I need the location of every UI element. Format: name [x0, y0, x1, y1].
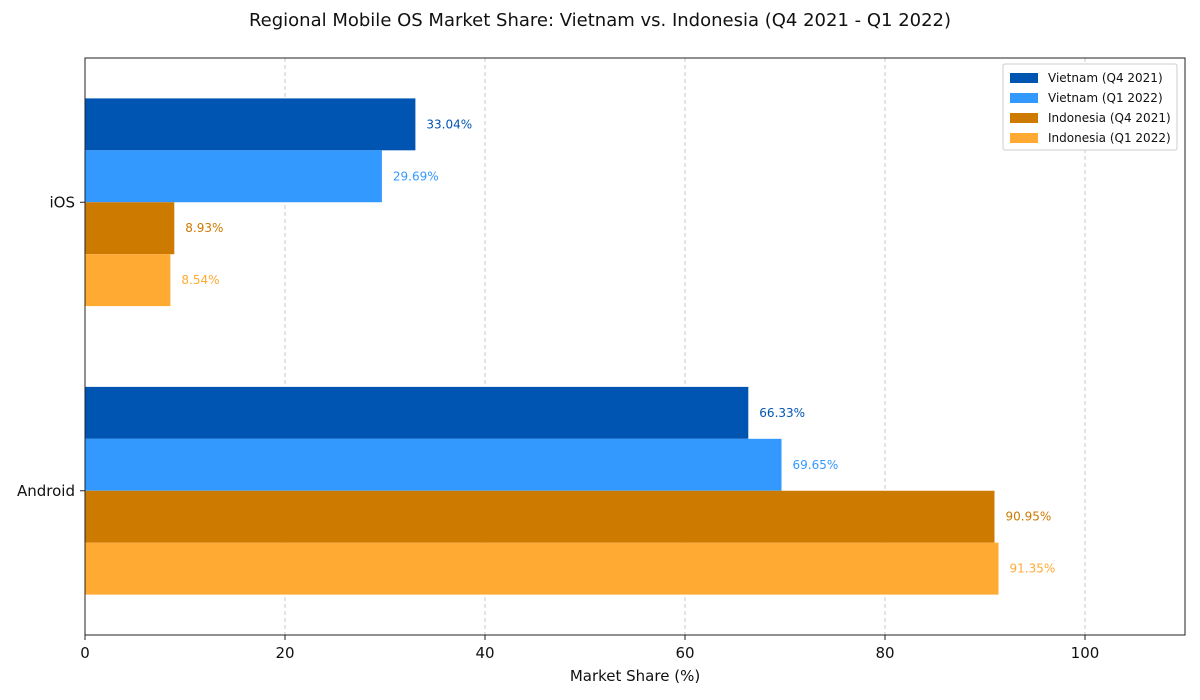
- legend-box: [1002, 63, 1178, 151]
- grid-lines: [284, 58, 1086, 635]
- data-labels: 33.04% 29.69% 8.93% 8.54% 66.33% 69.65% 90.95%…: [181, 117, 1055, 575]
- bar: [85, 150, 382, 203]
- bar: [85, 98, 416, 151]
- bar-value-label: 29.69%: [393, 169, 439, 183]
- legend-label: Indonesia (Q4 2021): [1048, 111, 1171, 125]
- bar: [85, 202, 175, 255]
- x-tick-label: 0: [80, 644, 90, 662]
- x-tick-label: 80: [875, 644, 894, 662]
- bar-value-label: 8.93%: [185, 221, 223, 235]
- legend-label: Indonesia (Q1 2022): [1048, 131, 1171, 145]
- bars: [85, 98, 999, 595]
- x-axis-ticks: 0 20 40 60 80 100: [80, 635, 1099, 662]
- x-tick-label: 60: [675, 644, 694, 662]
- legend-swatch: [1010, 73, 1038, 83]
- bar-value-label: 66.33%: [759, 406, 805, 420]
- x-tick-label: 20: [275, 644, 294, 662]
- x-tick-label: 100: [1071, 644, 1100, 662]
- x-tick-label: 40: [475, 644, 494, 662]
- legend-swatch: [1010, 133, 1038, 143]
- bar: [85, 542, 999, 595]
- legend-label: Vietnam (Q1 2022): [1048, 91, 1163, 105]
- bar: [85, 386, 749, 439]
- legend-swatch: [1010, 93, 1038, 103]
- legend-swatch: [1010, 113, 1038, 123]
- bar: [85, 254, 171, 307]
- bar: [85, 438, 782, 491]
- bar-value-label: 91.35%: [1010, 562, 1056, 576]
- bar-value-label: 33.04%: [426, 117, 472, 131]
- legend: Vietnam (Q4 2021) Vietnam (Q1 2022) Indone…: [1002, 63, 1178, 151]
- x-axis-title: Market Share (%): [570, 667, 700, 685]
- y-tick-label: Android: [17, 482, 75, 500]
- bar-value-label: 90.95%: [1006, 510, 1052, 524]
- plot-frame: [84, 57, 1186, 636]
- y-axis-ticks: iOS Android: [17, 193, 85, 500]
- legend-label: Vietnam (Q4 2021): [1048, 71, 1163, 85]
- bar-value-label: 69.65%: [793, 458, 839, 472]
- bar: [85, 490, 995, 543]
- y-tick-label: iOS: [50, 193, 76, 211]
- chart-title: Regional Mobile OS Market Share: Vietnam…: [248, 10, 952, 31]
- bar-value-label: 8.54%: [181, 273, 219, 287]
